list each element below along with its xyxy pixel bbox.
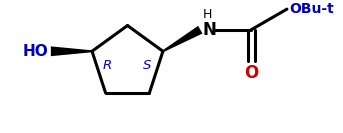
Text: R: R [103, 59, 113, 72]
Text: H: H [202, 8, 212, 21]
Text: O: O [244, 64, 258, 82]
Text: HO: HO [22, 44, 48, 59]
Polygon shape [51, 46, 92, 56]
Polygon shape [163, 26, 202, 52]
Text: S: S [143, 59, 151, 72]
Text: N: N [202, 21, 216, 39]
Text: OBu-t: OBu-t [289, 2, 334, 16]
